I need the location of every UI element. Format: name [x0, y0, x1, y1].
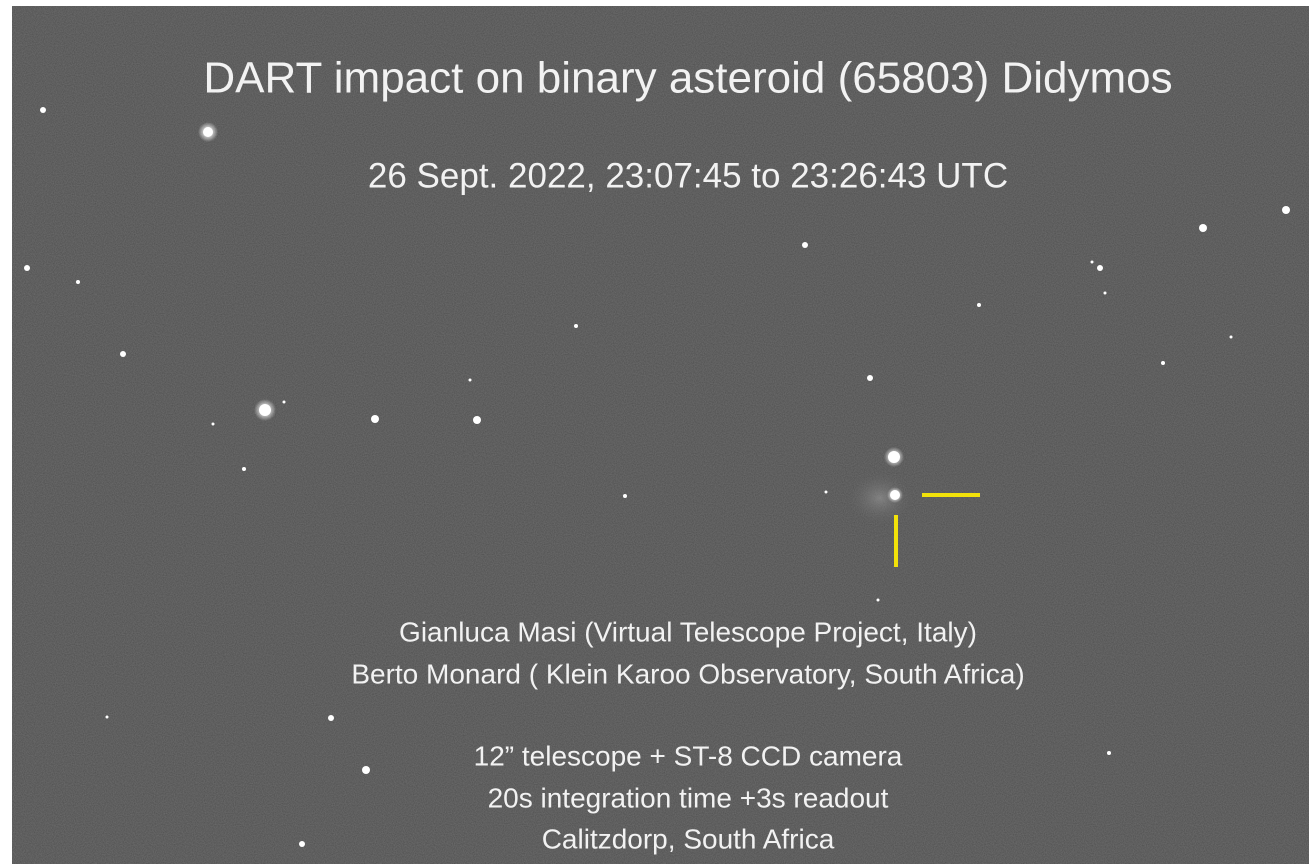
- equipment-line: 12” telescope + ST-8 CCD camera: [474, 740, 903, 771]
- credit-line: Gianluca Masi (Virtual Telescope Project…: [399, 616, 977, 647]
- title: DART impact on binary asteroid (65803) D…: [203, 54, 1172, 103]
- equipment-line: 20s integration time +3s readout: [488, 782, 889, 813]
- credit-line: Berto Monard ( Klein Karoo Observatory, …: [351, 658, 1024, 689]
- subtitle: 26 Sept. 2022, 23:07:45 to 23:26:43 UTC: [368, 156, 1008, 195]
- image: DART impact on binary asteroid (65803) D…: [0, 0, 1309, 864]
- equipment-line: Calitzdorp, South Africa: [542, 823, 835, 854]
- page: DART impact on binary asteroid (65803) D…: [0, 0, 1309, 864]
